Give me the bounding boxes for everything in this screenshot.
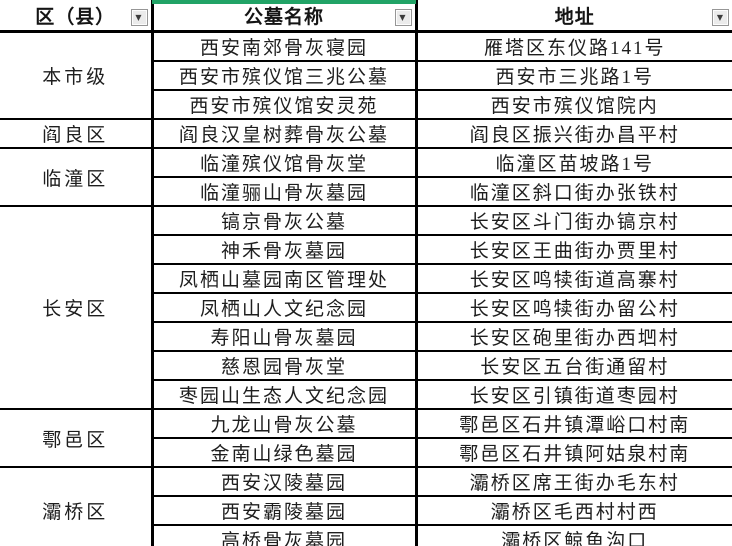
cemetery-name-cell[interactable]: 西安汉陵墓园 <box>152 466 418 497</box>
header-row: 区（县） ▼ 公墓名称 ▼ 地址 ▼ <box>0 0 732 33</box>
header-address-label: 地址 <box>554 6 595 28</box>
table-row: 慈恩园骨灰堂 长安区五台街通留村 <box>0 350 732 381</box>
address-cell[interactable]: 阎良区振兴街办昌平村 <box>416 118 732 149</box>
region-cell[interactable]: 临潼区 <box>0 147 154 207</box>
address-cell[interactable]: 长安区五台街通留村 <box>416 350 732 381</box>
table-row: 高桥骨灰墓园 灞桥区鲸鱼沟口 <box>0 524 732 546</box>
region-cell[interactable]: 长安区 <box>0 205 154 410</box>
selection-accent-bar <box>152 0 416 4</box>
address-cell[interactable]: 鄠邑区石井镇潭峪口村南 <box>416 408 732 439</box>
filter-dropdown-icon: ▼ <box>135 12 143 22</box>
address-cell[interactable]: 灞桥区席王街办毛东村 <box>416 466 732 497</box>
table-row: 金南山绿色墓园 鄠邑区石井镇阿姑泉村南 <box>0 437 732 468</box>
cemetery-name-cell[interactable]: 高桥骨灰墓园 <box>152 524 418 546</box>
address-cell[interactable]: 临潼区苗坡路1号 <box>416 147 732 178</box>
address-cell[interactable]: 鄠邑区石井镇阿姑泉村南 <box>416 437 732 468</box>
cemetery-name-cell[interactable]: 西安市殡仪馆安灵苑 <box>152 89 418 120</box>
address-cell[interactable]: 灞桥区鲸鱼沟口 <box>416 524 732 546</box>
table-row: 临潼骊山骨灰墓园 临潼区斜口街办张铁村 <box>0 176 732 207</box>
cemetery-name-cell[interactable]: 神禾骨灰墓园 <box>152 234 418 265</box>
filter-dropdown-icon: ▼ <box>399 12 407 22</box>
cemetery-name-cell[interactable]: 临潼殡仪馆骨灰堂 <box>152 147 418 178</box>
address-cell[interactable]: 西安市三兆路1号 <box>416 60 732 91</box>
cemetery-name-cell[interactable]: 凤栖山人文纪念园 <box>152 292 418 323</box>
address-cell[interactable]: 西安市殡仪馆院内 <box>416 89 732 120</box>
cemetery-name-cell[interactable]: 九龙山骨灰公墓 <box>152 408 418 439</box>
header-region-label: 区（县） <box>35 6 116 28</box>
table-row: 长安区 镐京骨灰公墓 长安区斗门街办镐京村 <box>0 205 732 410</box>
table-row: 临潼区 临潼殡仪馆骨灰堂 临潼区苗坡路1号 <box>0 147 732 207</box>
cemetery-name-cell[interactable]: 西安霸陵墓园 <box>152 495 418 526</box>
table-row: 凤栖山人文纪念园 长安区鸣犊街办留公村 <box>0 292 732 323</box>
address-cell[interactable]: 长安区斗门街办镐京村 <box>416 205 732 236</box>
address-cell[interactable]: 雁塔区东仪路141号 <box>416 30 732 62</box>
table-row: 西安市殡仪馆安灵苑 西安市殡仪馆院内 <box>0 89 732 120</box>
cemetery-name-cell[interactable]: 金南山绿色墓园 <box>152 437 418 468</box>
table-row: 西安市殡仪馆三兆公墓 西安市三兆路1号 <box>0 60 732 91</box>
cemetery-name-cell[interactable]: 枣园山生态人文纪念园 <box>152 379 418 410</box>
region-cell[interactable]: 阎良区 <box>0 118 154 149</box>
address-cell[interactable]: 长安区砲里街办西垇村 <box>416 321 732 352</box>
table-row: 神禾骨灰墓园 长安区王曲街办贾里村 <box>0 234 732 265</box>
cemetery-name-cell[interactable]: 临潼骊山骨灰墓园 <box>152 176 418 207</box>
header-cell-address: 地址 ▼ <box>416 0 732 33</box>
filter-button-region[interactable]: ▼ <box>130 9 148 26</box>
table-row: 阎良区 阎良汉皇树葬骨灰公墓 阎良区振兴街办昌平村 <box>0 118 732 149</box>
header-cell-cemetery-name: 公墓名称 ▼ <box>152 0 418 33</box>
address-cell[interactable]: 长安区王曲街办贾里村 <box>416 234 732 265</box>
filter-button-address[interactable]: ▼ <box>712 9 729 26</box>
table-row: 西安霸陵墓园 灞桥区毛西村村西 <box>0 495 732 526</box>
table-body: 本市级 西安南郊骨灰寝园 雁塔区东仪路141号 西安市殡仪馆三兆公墓 西安市三兆路1号西… <box>0 30 732 546</box>
table-row: 灞桥区 西安汉陵墓园 灞桥区席王街办毛东村 <box>0 466 732 546</box>
table-row: 鄠邑区 九龙山骨灰公墓 鄠邑区石井镇潭峪口村南 <box>0 408 732 468</box>
table-row: 枣园山生态人文纪念园 长安区引镇街道枣园村 <box>0 379 732 410</box>
cemetery-name-cell[interactable]: 慈恩园骨灰堂 <box>152 350 418 381</box>
cemetery-name-cell[interactable]: 西安南郊骨灰寝园 <box>152 30 418 62</box>
address-cell[interactable]: 灞桥区毛西村村西 <box>416 495 732 526</box>
table-row: 寿阳山骨灰墓园 长安区砲里街办西垇村 <box>0 321 732 352</box>
cemetery-name-cell[interactable]: 寿阳山骨灰墓园 <box>152 321 418 352</box>
header-cell-region: 区（县） ▼ <box>0 0 154 33</box>
header-cemetery-name-label: 公墓名称 <box>243 6 324 28</box>
table-row: 本市级 西安南郊骨灰寝园 雁塔区东仪路141号 <box>0 30 732 120</box>
table-row: 凤栖山墓园南区管理处 长安区鸣犊街道高寨村 <box>0 263 732 294</box>
region-cell[interactable]: 灞桥区 <box>0 466 154 546</box>
address-cell[interactable]: 临潼区斜口街办张铁村 <box>416 176 732 207</box>
region-cell[interactable]: 鄠邑区 <box>0 408 154 468</box>
region-cell[interactable]: 本市级 <box>0 30 154 120</box>
cemetery-name-cell[interactable]: 西安市殡仪馆三兆公墓 <box>152 60 418 91</box>
address-cell[interactable]: 长安区鸣犊街道高寨村 <box>416 263 732 294</box>
address-cell[interactable]: 长安区鸣犊街办留公村 <box>416 292 732 323</box>
filter-button-cemetery-name[interactable]: ▼ <box>394 9 412 26</box>
cemetery-name-cell[interactable]: 凤栖山墓园南区管理处 <box>152 263 418 294</box>
address-cell[interactable]: 长安区引镇街道枣园村 <box>416 379 732 410</box>
cemetery-name-cell[interactable]: 镐京骨灰公墓 <box>152 205 418 236</box>
filter-dropdown-icon: ▼ <box>716 12 725 22</box>
cemetery-name-cell[interactable]: 阎良汉皇树葬骨灰公墓 <box>152 118 418 149</box>
